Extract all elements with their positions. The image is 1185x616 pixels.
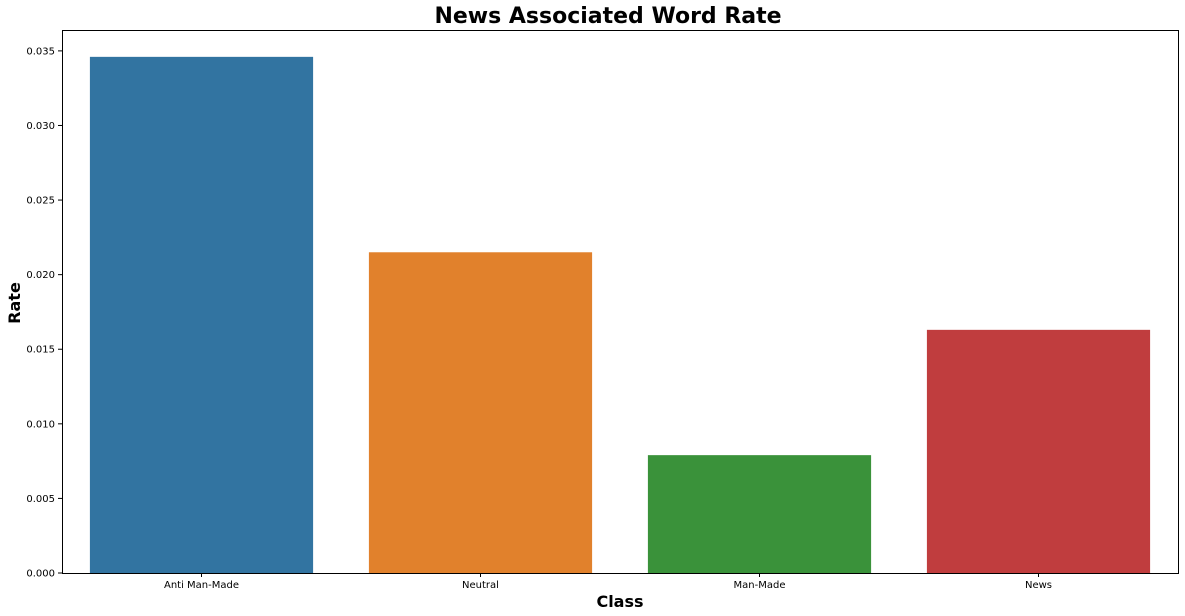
- y-tick-label: 0.015: [26, 345, 55, 356]
- y-tick-label: 0.010: [26, 419, 55, 430]
- y-axis-ticks: 0.000 0.005 0.010 0.015 0.020 0.025 0.030 0.035: [26, 46, 62, 580]
- bar-news: [926, 329, 1151, 573]
- y-tick-label: 0.030: [26, 121, 55, 132]
- y-tick-label: 0.025: [26, 196, 55, 207]
- bar-man-made: [647, 455, 872, 573]
- bar-anti-man-made: [89, 56, 314, 574]
- bar-neutral: [368, 252, 593, 573]
- x-axis-label: Class: [596, 592, 643, 611]
- chart-title: News Associated Word Rate: [434, 4, 781, 29]
- y-tick-label: 0.000: [26, 569, 55, 580]
- y-tick-label: 0.005: [26, 494, 55, 505]
- x-tick-label: Man-Made: [734, 580, 786, 591]
- y-tick-label: 0.035: [26, 46, 55, 57]
- x-tick-label: News: [1025, 580, 1052, 591]
- plot-frame: [62, 30, 1179, 574]
- x-axis-ticks: Anti Man-Made Neutral Man-Made News: [164, 573, 1052, 591]
- y-axis-label: Rate: [5, 282, 24, 324]
- x-tick-label: Neutral: [462, 580, 499, 591]
- x-tick-label: Anti Man-Made: [164, 580, 239, 591]
- bars-layer: [89, 56, 1151, 574]
- y-tick-label: 0.020: [26, 270, 55, 281]
